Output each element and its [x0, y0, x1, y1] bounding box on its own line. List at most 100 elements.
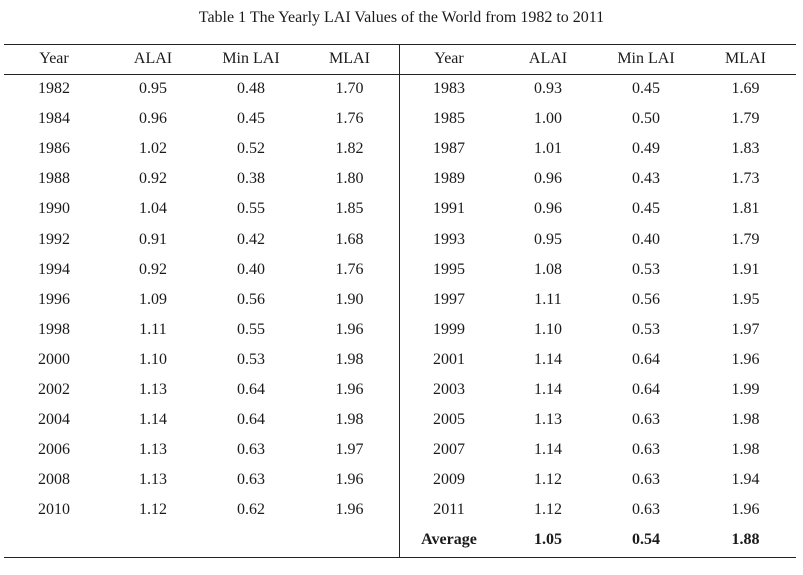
average-alai: 1.05 [534, 531, 562, 549]
cell-alai: 1.01 [534, 140, 562, 158]
table-row: 1992 0.91 0.42 1.68 1993 0.95 0.40 1.79 [4, 224, 796, 254]
cell-year: 2001 [433, 350, 465, 368]
cell-year: 2009 [433, 471, 465, 489]
cell-year: 2005 [433, 411, 465, 429]
cell-min-lai: 0.49 [632, 140, 660, 158]
cell-alai: 1.10 [139, 350, 167, 368]
lai-table-container: Year ALAI Min LAI MLAI Year ALAI Min LAI… [4, 44, 796, 558]
cell-mlai: 1.97 [335, 441, 364, 459]
cell-alai: 1.12 [534, 501, 562, 519]
cell-year: 1991 [433, 200, 465, 218]
cell-mlai: 1.81 [731, 200, 760, 218]
cell-min-lai: 0.63 [632, 501, 660, 519]
cell-year: 1994 [38, 260, 70, 278]
table-row: 1990 1.04 0.55 1.85 1991 0.96 0.45 1.81 [4, 194, 796, 224]
cell-year: 2010 [38, 501, 70, 519]
bottom-rule [4, 557, 796, 558]
cell-min-lai: 0.40 [237, 260, 265, 278]
cell-alai: 1.11 [139, 320, 167, 338]
average-empty-cell [202, 525, 300, 555]
cell-alai: 0.92 [139, 170, 167, 188]
cell-year: 2004 [38, 411, 70, 429]
cell-alai: 1.13 [139, 471, 167, 489]
cell-alai: 0.95 [534, 230, 562, 248]
cell-min-lai: 0.40 [632, 230, 660, 248]
cell-mlai: 1.76 [335, 110, 364, 128]
top-rule [4, 44, 796, 45]
average-min-lai: 0.54 [632, 531, 660, 549]
cell-mlai: 1.83 [731, 140, 760, 158]
cell-alai: 1.04 [139, 200, 167, 218]
cell-mlai: 1.96 [335, 501, 364, 519]
cell-mlai: 1.96 [731, 501, 760, 519]
cell-min-lai: 0.64 [632, 380, 660, 398]
table-row: 1982 0.95 0.48 1.70 1983 0.93 0.45 1.69 [4, 74, 796, 104]
cell-year: 1988 [38, 170, 70, 188]
cell-year: 2011 [433, 501, 465, 519]
cell-min-lai: 0.64 [632, 350, 660, 368]
header-mlai-left: MLAI [329, 50, 370, 67]
cell-mlai: 1.96 [731, 350, 760, 368]
cell-mlai: 1.68 [335, 230, 364, 248]
cell-mlai: 1.80 [335, 170, 364, 188]
cell-year: 2000 [38, 350, 70, 368]
cell-alai: 1.00 [534, 110, 562, 128]
cell-year: 1987 [433, 140, 465, 158]
cell-min-lai: 0.52 [237, 140, 265, 158]
cell-alai: 1.11 [534, 290, 562, 308]
cell-year: 2002 [38, 380, 70, 398]
cell-year: 1989 [433, 170, 465, 188]
cell-alai: 1.13 [534, 411, 562, 429]
table-body: 1982 0.95 0.48 1.70 1983 0.93 0.45 1.69 1984 0.96… [4, 74, 796, 525]
table-row: 2002 1.13 0.64 1.96 2003 1.14 0.64 1.99 [4, 375, 796, 405]
cell-year: 1995 [433, 260, 465, 278]
header-alai-right: ALAI [528, 50, 568, 67]
cell-alai: 1.14 [139, 411, 167, 429]
cell-alai: 1.08 [534, 260, 562, 278]
table-row: 2008 1.13 0.63 1.96 2009 1.12 0.63 1.94 [4, 465, 796, 495]
cell-alai: 1.14 [534, 441, 562, 459]
cell-year: 1983 [433, 80, 465, 98]
cell-mlai: 1.76 [335, 260, 364, 278]
cell-mlai: 1.90 [335, 290, 364, 308]
cell-alai: 1.10 [534, 320, 562, 338]
header-alai-left: ALAI [133, 50, 173, 67]
cell-min-lai: 0.43 [632, 170, 660, 188]
cell-min-lai: 0.56 [632, 290, 660, 308]
cell-year: 1997 [433, 290, 465, 308]
cell-year: 1992 [38, 230, 70, 248]
cell-alai: 0.93 [534, 80, 562, 98]
table-row: 1994 0.92 0.40 1.76 1995 1.08 0.53 1.91 [4, 255, 796, 285]
cell-alai: 0.96 [139, 110, 167, 128]
cell-year: 2007 [433, 441, 465, 459]
header-min-lai-right: Min LAI [617, 50, 675, 67]
cell-mlai: 1.98 [335, 411, 364, 429]
cell-alai: 1.13 [139, 441, 167, 459]
cell-alai: 0.92 [139, 260, 167, 278]
cell-mlai: 1.91 [731, 260, 760, 278]
table-row: 2004 1.14 0.64 1.98 2005 1.13 0.63 1.98 [4, 405, 796, 435]
cell-mlai: 1.95 [731, 290, 760, 308]
cell-year: 1996 [38, 290, 70, 308]
cell-year: 1984 [38, 110, 70, 128]
header-year-left: Year [39, 50, 69, 67]
cell-mlai: 1.70 [335, 80, 364, 98]
cell-min-lai: 0.63 [237, 471, 265, 489]
cell-min-lai: 0.45 [237, 110, 265, 128]
cell-year: 2006 [38, 441, 70, 459]
cell-mlai: 1.96 [335, 471, 364, 489]
cell-min-lai: 0.45 [632, 200, 660, 218]
cell-alai: 1.14 [534, 350, 562, 368]
cell-min-lai: 0.45 [632, 80, 660, 98]
cell-alai: 1.12 [139, 501, 167, 519]
table-row: 2010 1.12 0.62 1.96 2011 1.12 0.63 1.96 [4, 495, 796, 525]
cell-min-lai: 0.64 [237, 411, 265, 429]
cell-mlai: 1.73 [731, 170, 760, 188]
cell-min-lai: 0.42 [237, 230, 265, 248]
average-row: Average 1.05 0.54 1.88 [4, 525, 796, 555]
cell-year: 2003 [433, 380, 465, 398]
cell-mlai: 1.96 [335, 320, 364, 338]
cell-mlai: 1.98 [731, 441, 760, 459]
cell-min-lai: 0.56 [237, 290, 265, 308]
cell-min-lai: 0.64 [237, 380, 265, 398]
